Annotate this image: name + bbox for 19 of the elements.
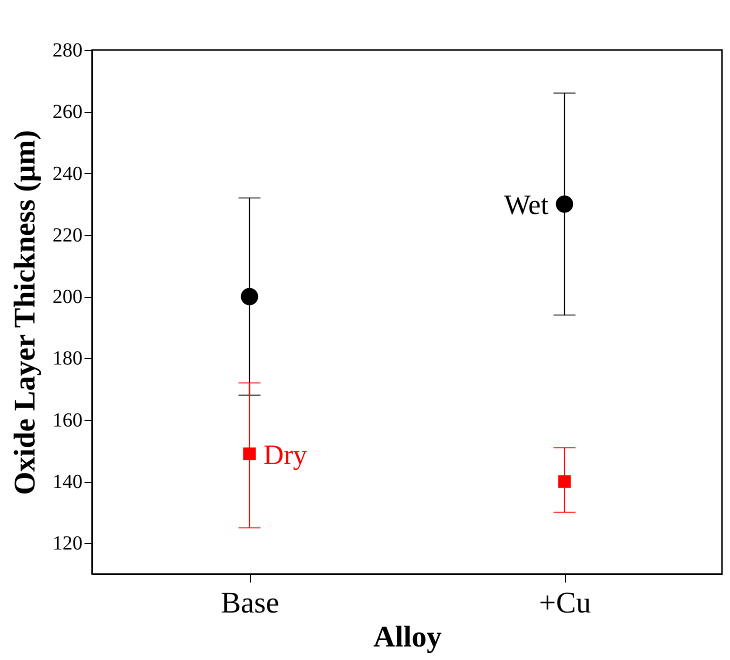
y-tick-label: 160 — [52, 409, 82, 432]
point — [240, 288, 258, 306]
x-tick-label: Base — [220, 586, 280, 620]
point — [558, 475, 571, 488]
y-tick-label: 200 — [52, 286, 82, 308]
y-tick-label: 260 — [52, 101, 82, 124]
y-tick-label: 220 — [52, 224, 82, 246]
y-axis-title: Oxide Layer Thickness (μm) — [8, 130, 42, 496]
y-tick-label: 140 — [52, 471, 82, 494]
x-tick-label: +Cu — [539, 586, 591, 620]
y-tick-label: 280 — [52, 40, 82, 62]
point — [556, 195, 574, 213]
point — [243, 447, 256, 460]
series-label: Dry — [264, 440, 308, 471]
y-tick-label: 180 — [52, 348, 82, 370]
y-tick-label: 120 — [52, 532, 82, 555]
x-axis-title: Alloy — [373, 620, 442, 654]
series-label: Wet — [504, 190, 549, 222]
y-tick-label: 240 — [52, 162, 82, 185]
